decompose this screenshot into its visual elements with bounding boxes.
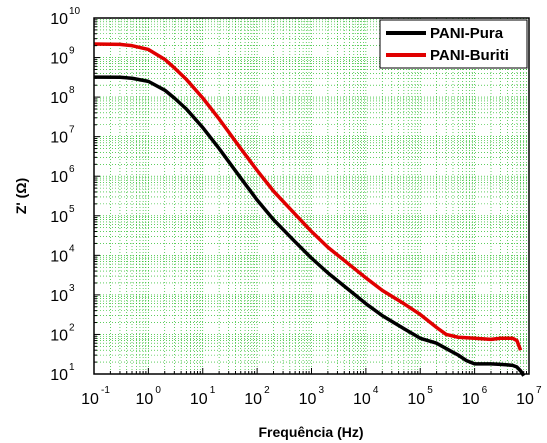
- y-tick-label: 10: [50, 130, 68, 147]
- y-tick-label: 10: [50, 248, 68, 265]
- x-tick-exponent: 3: [319, 385, 325, 396]
- grid-lines: [94, 18, 529, 374]
- x-tick-label: 10: [135, 391, 153, 408]
- y-tick-label: 10: [50, 209, 68, 226]
- y-tick-exponent: 6: [69, 164, 75, 175]
- axis-ticks: [93, 19, 528, 375]
- legend-box: [379, 19, 528, 69]
- legend: PANI-Pura PANI-Buriti: [379, 19, 528, 69]
- x-tick-exponent: 7: [536, 385, 542, 396]
- y-tick-exponent: 4: [69, 243, 75, 254]
- legend-label-pani-buriti: PANI-Buriti: [430, 47, 509, 64]
- x-tick-exponent: 2: [264, 385, 270, 396]
- y-tick-exponent: 2: [69, 322, 75, 333]
- y-tick-exponent: 7: [69, 125, 75, 136]
- x-tick-exponent: 1: [210, 385, 216, 396]
- x-tick-exponent: 4: [373, 385, 379, 396]
- x-tick-label: 10: [299, 391, 317, 408]
- x-tick-exponent: -1: [101, 385, 110, 396]
- y-tick-exponent: 1: [69, 362, 75, 373]
- x-tick-label: 10: [516, 391, 534, 408]
- y-tick-exponent: 3: [69, 283, 75, 294]
- y-tick-exponent: 10: [69, 6, 81, 17]
- x-tick-label: 10: [244, 391, 262, 408]
- x-tick-label: 10: [353, 391, 371, 408]
- y-tick-label: 10: [50, 11, 68, 28]
- series-line-pani-buriti: [93, 42, 523, 351]
- x-tick-label: 10: [462, 391, 480, 408]
- x-tick-label: 10: [407, 391, 425, 408]
- y-tick-label: 10: [50, 90, 68, 107]
- x-tick-exponent: 0: [155, 385, 161, 396]
- y-tick-label: 10: [50, 51, 68, 68]
- data-series: [93, 42, 526, 377]
- legend-label-pani-pura: PANI-Pura: [430, 25, 504, 42]
- x-tick-exponent: 5: [427, 385, 433, 396]
- y-tick-exponent: 8: [69, 85, 75, 96]
- y-tick-exponent: 5: [69, 204, 75, 215]
- y-tick-label: 10: [50, 367, 68, 384]
- y-tick-label: 10: [50, 169, 68, 186]
- x-axis-label: Frequência (Hz): [258, 424, 363, 440]
- y-tick-label: 10: [50, 288, 68, 305]
- series-line-pani-pura: [93, 75, 526, 377]
- x-tick-exponent: 6: [482, 385, 488, 396]
- x-tick-label: 10: [190, 391, 208, 408]
- y-axis-label: Z' (Ω): [13, 178, 29, 214]
- y-tick-exponent: 9: [69, 46, 75, 57]
- x-tick-label: 10: [81, 391, 99, 408]
- y-tick-label: 10: [50, 327, 68, 344]
